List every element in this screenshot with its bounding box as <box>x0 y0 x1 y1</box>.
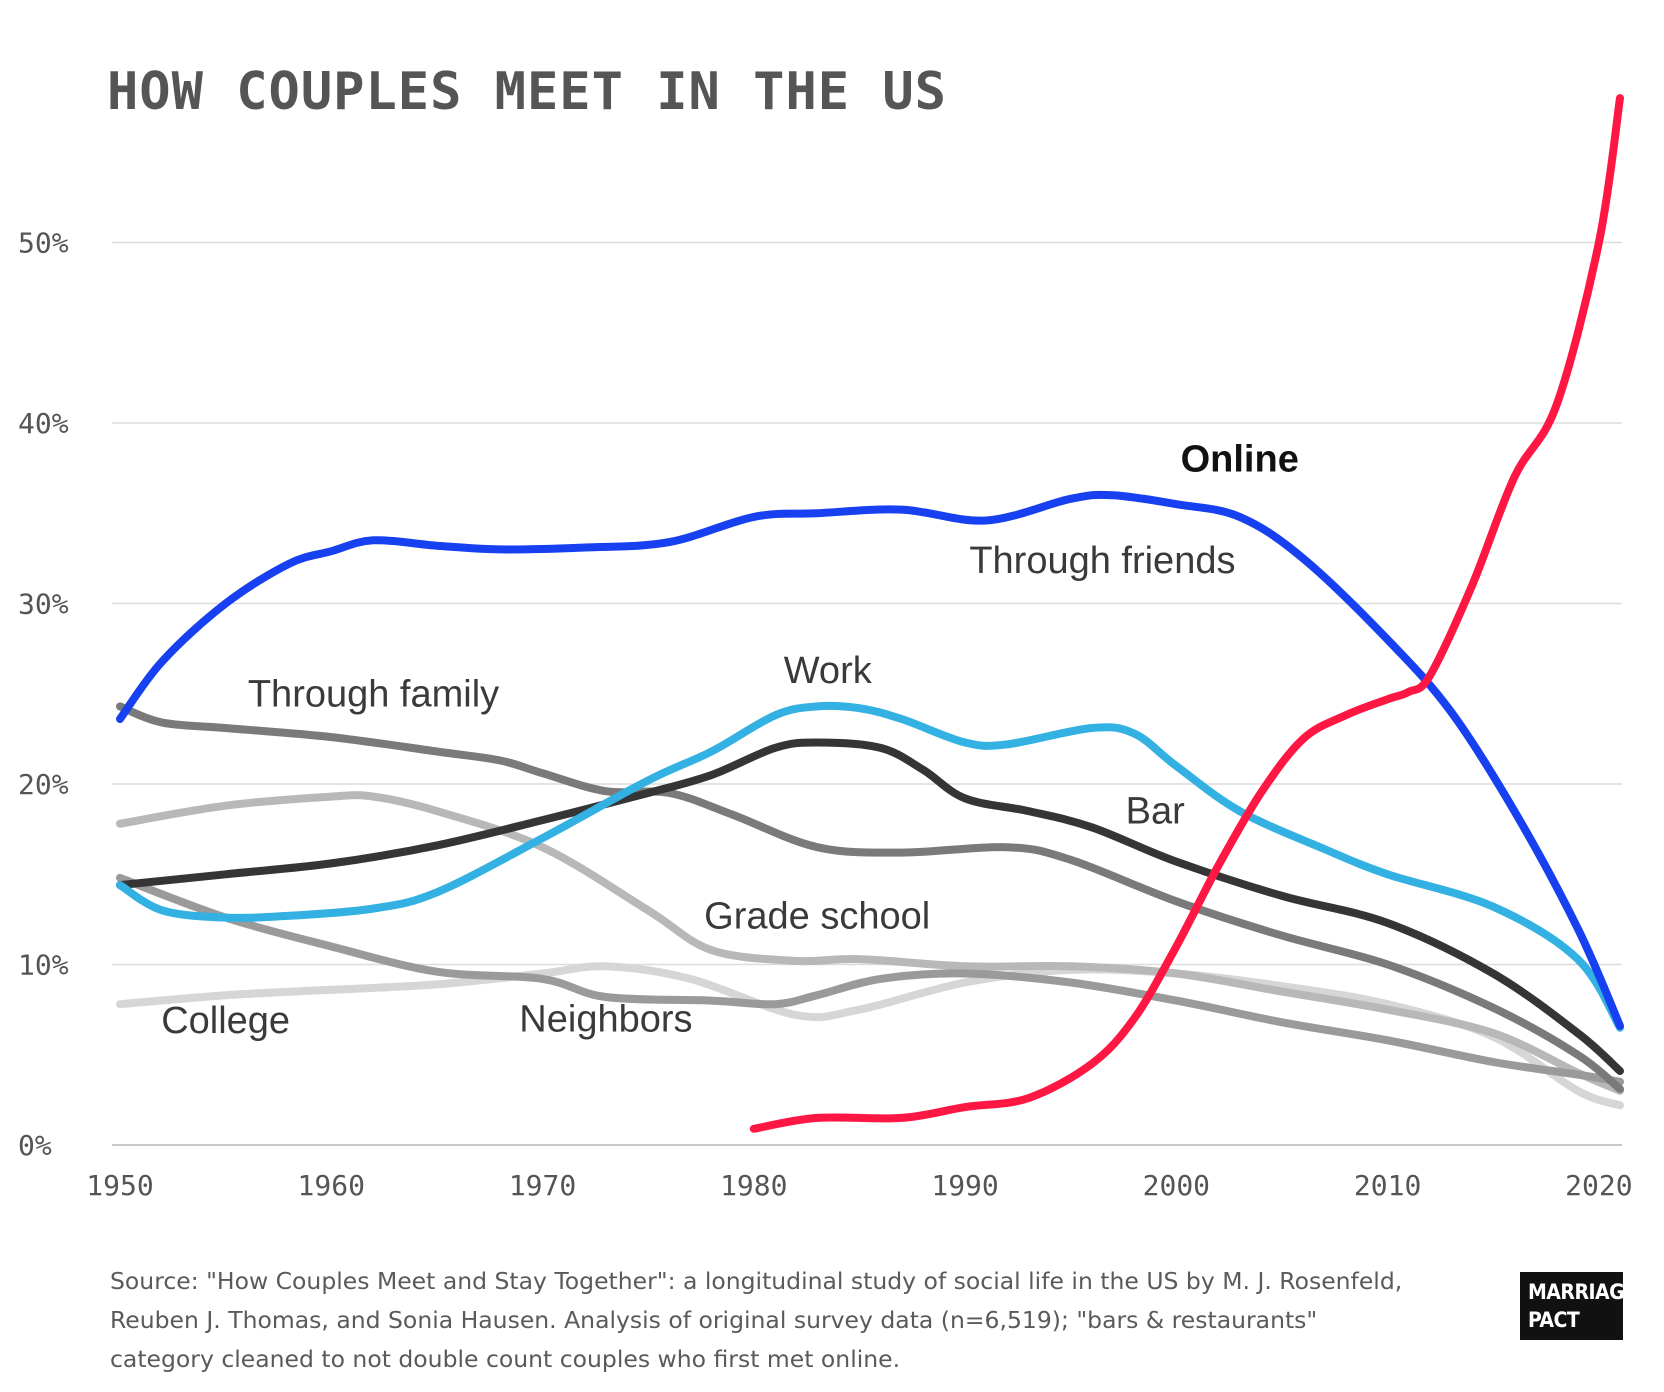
series-line-grade-school <box>116 791 1624 1095</box>
logo-line-2: PACT <box>1528 1308 1580 1332</box>
source-note: Source: "How Couples Meet and Stay Toget… <box>110 1267 1403 1373</box>
y-tick-label-20: 20% <box>18 768 69 801</box>
series-line-neighbors <box>116 873 1624 1086</box>
series-label-grade-school: Grade school <box>704 895 930 937</box>
series-label-neighbors: Neighbors <box>519 998 692 1040</box>
x-tick-label-1960: 1960 <box>298 1169 365 1202</box>
series-line-college <box>116 962 1624 1110</box>
x-tick-label-2020: 2020 <box>1565 1169 1632 1202</box>
series-line-online <box>749 94 1624 1133</box>
series-label-work: Work <box>784 650 873 692</box>
gridlines <box>112 241 1622 1146</box>
series-line-through-family <box>116 702 1624 1093</box>
y-tick-label-50: 50% <box>18 227 69 260</box>
series-label-bar: Bar <box>1126 791 1185 833</box>
x-tick-label-1970: 1970 <box>509 1169 576 1202</box>
series-labels: College Grade school Neighbors Through fami… <box>161 439 1299 1042</box>
y-tick-label-30: 30% <box>18 588 69 621</box>
series-label-college: College <box>161 1000 290 1042</box>
marriage-pact-logo: MARRIAGE PACT <box>1520 1272 1637 1340</box>
y-tick-label-0: 0% <box>18 1129 52 1162</box>
y-tick-label-40: 40% <box>18 407 69 440</box>
series-label-through-friends: Through friends <box>969 540 1235 582</box>
series-line-through-friends <box>116 490 1624 1030</box>
y-tick-label-10: 10% <box>18 949 69 982</box>
x-tick-label-1980: 1980 <box>720 1169 787 1202</box>
x-axis-tick-labels: 1950 1960 1970 1980 1990 2000 2010 2020 <box>86 1169 1632 1202</box>
x-tick-label-2000: 2000 <box>1143 1169 1210 1202</box>
x-tick-label-2010: 2010 <box>1354 1169 1421 1202</box>
series-lines <box>116 94 1624 1133</box>
y-axis-tick-labels: 0% 10% 20% 30% 40% 50% <box>18 227 69 1163</box>
series-label-online: Online <box>1181 439 1299 481</box>
chart-title: HOW COUPLES MEET IN THE US <box>107 62 947 122</box>
series-line-work <box>116 701 1624 1032</box>
logo-line-1: MARRIAGE <box>1528 1280 1637 1304</box>
x-tick-label-1990: 1990 <box>931 1169 998 1202</box>
x-tick-label-1950: 1950 <box>86 1169 153 1202</box>
series-line-bar <box>116 738 1624 1075</box>
series-label-through-family: Through family <box>248 673 499 715</box>
